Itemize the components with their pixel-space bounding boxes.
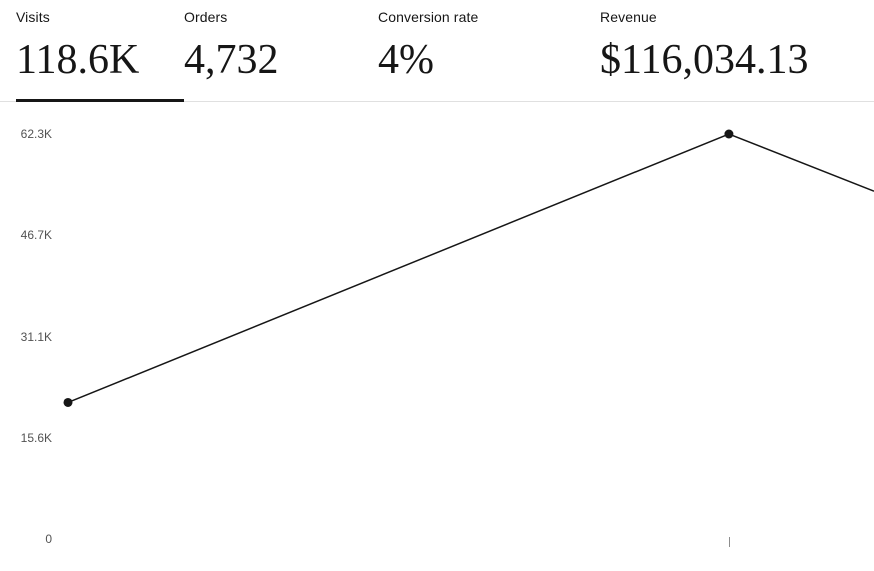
metric-value-revenue: $116,034.13 <box>600 36 850 84</box>
y-tick-label: 15.6K <box>0 431 52 445</box>
y-tick-label: 46.7K <box>0 228 52 242</box>
chart-svg <box>68 126 874 547</box>
chart-point[interactable] <box>724 130 733 139</box>
metrics-tabs: Visits 118.6K Orders 4,732 Conversion ra… <box>0 0 874 102</box>
plot-area <box>68 126 874 547</box>
metric-label-orders: Orders <box>184 8 378 26</box>
chart-line <box>68 134 874 402</box>
metric-label-revenue: Revenue <box>600 8 850 26</box>
tab-orders[interactable]: Orders 4,732 <box>184 8 378 102</box>
metric-value-conversion: 4% <box>378 36 600 84</box>
chart-point[interactable] <box>64 398 73 407</box>
metric-value-visits: 118.6K <box>16 36 184 84</box>
line-chart: 62.3K 46.7K 31.1K 15.6K 0 <box>0 126 874 571</box>
tab-revenue[interactable]: Revenue $116,034.13 <box>600 8 850 102</box>
tab-visits[interactable]: Visits 118.6K <box>16 8 184 102</box>
metric-label-conversion: Conversion rate <box>378 8 600 26</box>
tab-conversion[interactable]: Conversion rate 4% <box>378 8 600 102</box>
y-tick-label: 62.3K <box>0 127 52 141</box>
y-tick-label: 31.1K <box>0 330 52 344</box>
y-axis: 62.3K 46.7K 31.1K 15.6K 0 <box>0 126 60 571</box>
metric-label-visits: Visits <box>16 8 184 26</box>
x-axis-tick <box>729 537 730 547</box>
metric-value-orders: 4,732 <box>184 36 378 84</box>
y-tick-label: 0 <box>0 532 52 546</box>
